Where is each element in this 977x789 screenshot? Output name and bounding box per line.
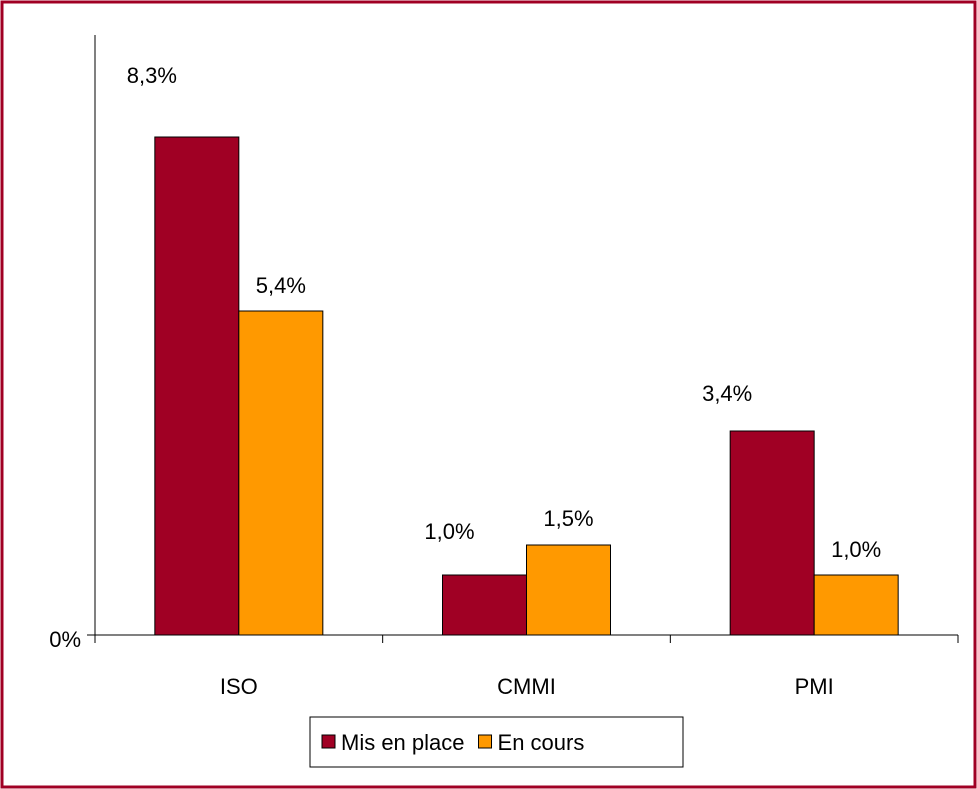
bar [442, 574, 527, 636]
bar [729, 430, 815, 636]
data-label: 8,3% [127, 63, 177, 88]
data-label: 3,4% [702, 381, 752, 406]
bar [238, 310, 324, 636]
bar [813, 574, 899, 636]
legend-swatch [321, 734, 336, 749]
data-label: 1,0% [424, 519, 474, 544]
data-label: 1,5% [543, 506, 593, 531]
legend-box [309, 716, 684, 768]
bar [154, 136, 240, 636]
data-label: 1,0% [831, 537, 881, 562]
data-label: 5,4% [256, 273, 306, 298]
legend-label: Mis en place [341, 730, 465, 755]
x-tick-label: CMMI [497, 674, 556, 699]
bar [526, 544, 611, 636]
x-tick-label: PMI [795, 674, 834, 699]
y-tick-label: 0% [49, 627, 81, 652]
x-tick-label: ISO [220, 674, 258, 699]
legend-swatch [478, 734, 493, 749]
legend-label: En cours [498, 730, 585, 755]
